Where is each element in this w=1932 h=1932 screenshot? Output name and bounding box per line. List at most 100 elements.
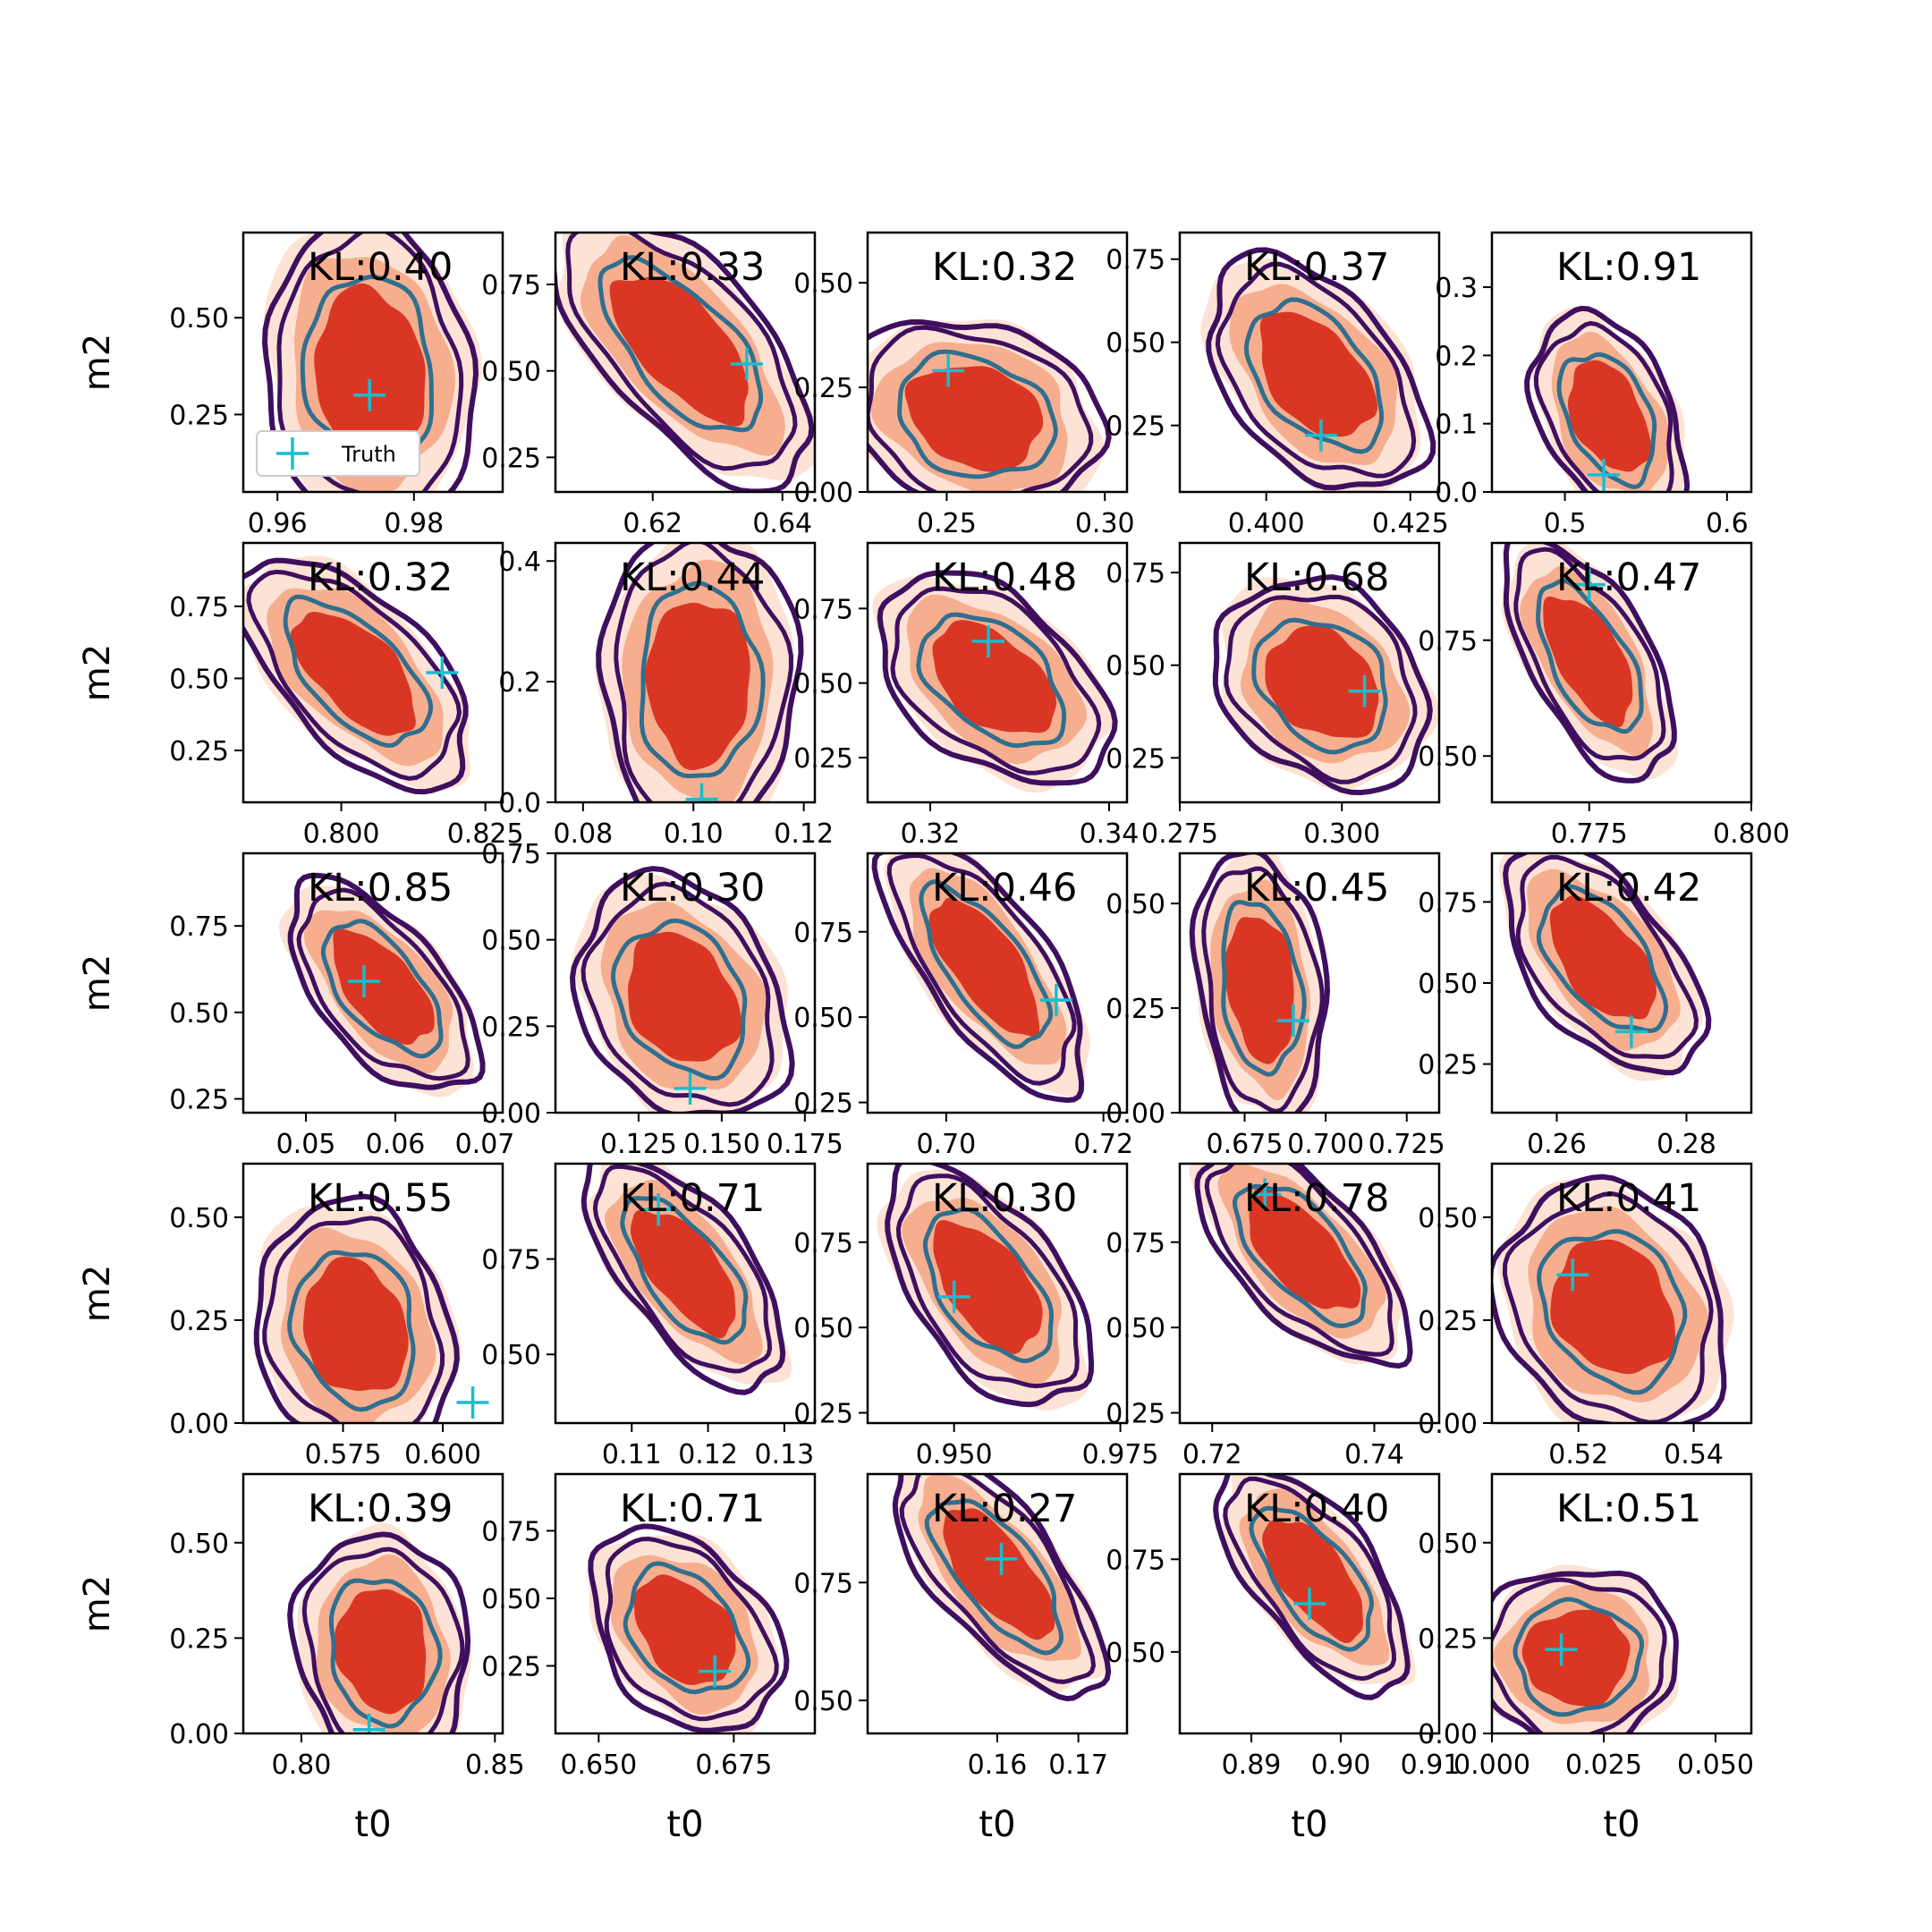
- x-tick-label: 0.30: [1075, 508, 1135, 539]
- density-fill-inner: [1543, 597, 1633, 728]
- y-tick-label: 0.75: [481, 1245, 541, 1276]
- x-tick-label: 0.725: [1368, 1129, 1445, 1160]
- y-tick-label: 0.2: [1435, 341, 1478, 372]
- y-axis-title: m2: [77, 644, 118, 701]
- y-tick-label: 0.50: [1418, 969, 1478, 1000]
- y-tick-label: 0.75: [1106, 245, 1165, 276]
- y-tick-label: 0.25: [793, 373, 853, 404]
- y-tick-label: 0.75: [169, 911, 229, 943]
- x-tick-label: 0.28: [1657, 1129, 1716, 1160]
- panel-21: KL:0.39 0.80 0.85 0.00 0.25 0.50 m2 t0: [77, 1472, 525, 1845]
- truth-marker: [1588, 458, 1621, 491]
- x-tick-label: 0.700: [1287, 1129, 1364, 1160]
- truth-marker: [642, 1193, 675, 1226]
- y-tick-label: 0.00: [1106, 1098, 1165, 1130]
- contour-line-second: [895, 1174, 1080, 1389]
- y-tick-label: 0.75: [1106, 1545, 1165, 1576]
- panel-frame: [242, 852, 504, 1114]
- kl-label: KL:0.91: [1556, 245, 1701, 290]
- panel-24: KL:0.40 0.89 0.90 0.91 0.50 0.75 t0: [1106, 1472, 1460, 1845]
- panel-plot-area: [1524, 305, 1690, 492]
- y-tick-label: 0.50: [1418, 1203, 1478, 1234]
- density-fill-inner: [932, 620, 1057, 733]
- x-axis-title: t0: [979, 1804, 1015, 1845]
- kl-label: KL:0.27: [932, 1487, 1077, 1531]
- contour-line-outer: [892, 1474, 1112, 1702]
- contour-line-outer: [1189, 853, 1331, 1113]
- density-fill-inner: [334, 1589, 427, 1715]
- panel-frame: [554, 852, 817, 1114]
- kl-label: KL:0.41: [1556, 1176, 1701, 1221]
- x-tick-label: 0.12: [774, 818, 834, 850]
- density-fill-inner: [1568, 360, 1652, 472]
- y-tick-label: 0.0: [1435, 478, 1478, 509]
- kl-label: KL:0.44: [620, 555, 765, 600]
- y-tick-label: 0.25: [1418, 1050, 1478, 1081]
- truth-marker: [352, 1713, 386, 1733]
- x-tick-label: 0.62: [623, 508, 682, 539]
- density-fill-inner: [609, 276, 749, 427]
- contour-line-second: [580, 881, 775, 1107]
- contour-line-inner: [640, 580, 766, 779]
- truth-marker: [972, 625, 1004, 657]
- x-tick-label: 0.07: [455, 1129, 515, 1160]
- contour-line-inner: [1536, 578, 1644, 734]
- y-tick-label: 0.75: [1418, 887, 1478, 919]
- truth-marker: [1614, 1015, 1648, 1048]
- x-tick-label: 0.05: [276, 1129, 336, 1160]
- y-tick-label: 0.50: [793, 669, 853, 700]
- x-axis-title: t0: [1291, 1804, 1327, 1845]
- density-fill-inner: [290, 612, 416, 736]
- x-tick-label: 0.11: [602, 1439, 662, 1470]
- contour-line-outer: [868, 318, 1112, 492]
- contour-line-second: [1201, 866, 1325, 1113]
- panel-5: KL:0.91 0.5 0.6 0.0 0.1 0.2 0.3: [1435, 231, 1753, 539]
- y-tick-label: 0.25: [481, 1012, 541, 1043]
- contour-line-second: [1533, 320, 1674, 492]
- panel-grid: KL:0.40 0.96 0.98 0.25 0.50 m2 Truth KL:0.33 0.6…: [77, 231, 1790, 1845]
- y-tick-label: 0.25: [793, 743, 853, 775]
- truth-marker: [985, 1542, 1018, 1575]
- kl-label: KL:0.85: [308, 866, 453, 911]
- panel-frame: [1490, 1472, 1753, 1735]
- y-tick-label: 0.00: [1418, 1409, 1478, 1440]
- x-tick-label: 0.25: [917, 508, 977, 539]
- contour-line-inner: [620, 1196, 749, 1345]
- kl-label: KL:0.30: [932, 1176, 1077, 1221]
- contour-line-inner: [1232, 1183, 1368, 1329]
- truth-marker: [1556, 1258, 1589, 1292]
- kl-label: KL:0.39: [308, 1487, 453, 1531]
- density-fill-inner: [1521, 1609, 1631, 1707]
- contour-line-outer: [1206, 247, 1436, 491]
- y-tick-label: 0.25: [1106, 994, 1165, 1025]
- y-tick-label: 0.25: [1106, 411, 1165, 443]
- y-tick-label: 0.50: [169, 1529, 229, 1560]
- x-tick-label: 0.800: [1713, 818, 1790, 850]
- panel-plot-area: [555, 233, 815, 492]
- legend: Truth: [256, 430, 420, 477]
- panel-frame: [242, 541, 504, 804]
- kl-label: KL:0.37: [1244, 245, 1389, 290]
- x-tick-label: 0.96: [248, 508, 308, 539]
- panel-plot-area: [580, 1164, 792, 1395]
- panel-plot-area: [287, 1522, 471, 1733]
- y-tick-label: 0.75: [793, 1228, 853, 1259]
- legend-label: Truth: [341, 442, 396, 467]
- contour-line-outer: [261, 233, 479, 492]
- contour-line-inner: [320, 919, 444, 1059]
- panel-frame: [554, 231, 817, 494]
- x-tick-label: 0.150: [683, 1129, 760, 1160]
- panel-16: KL:0.55 0.575 0.600 0.00 0.25 0.50 m2: [77, 1162, 504, 1470]
- y-axis-title: m2: [77, 334, 118, 391]
- x-tick-label: 0.5: [1544, 508, 1587, 539]
- x-tick-label: 0.90: [1311, 1750, 1371, 1781]
- y-tick-label: 0.25: [1418, 1623, 1478, 1655]
- panel-frame: [1178, 1162, 1441, 1425]
- density-fill-inner: [628, 931, 742, 1062]
- contour-line-outer: [1492, 1570, 1679, 1733]
- panel-plot-area: [1212, 574, 1439, 796]
- contour-line-outer: [253, 1193, 460, 1423]
- x-tick-label: 0.300: [1303, 818, 1380, 850]
- contour-line-outer: [871, 853, 1085, 1104]
- contour-line-second: [1515, 854, 1699, 1060]
